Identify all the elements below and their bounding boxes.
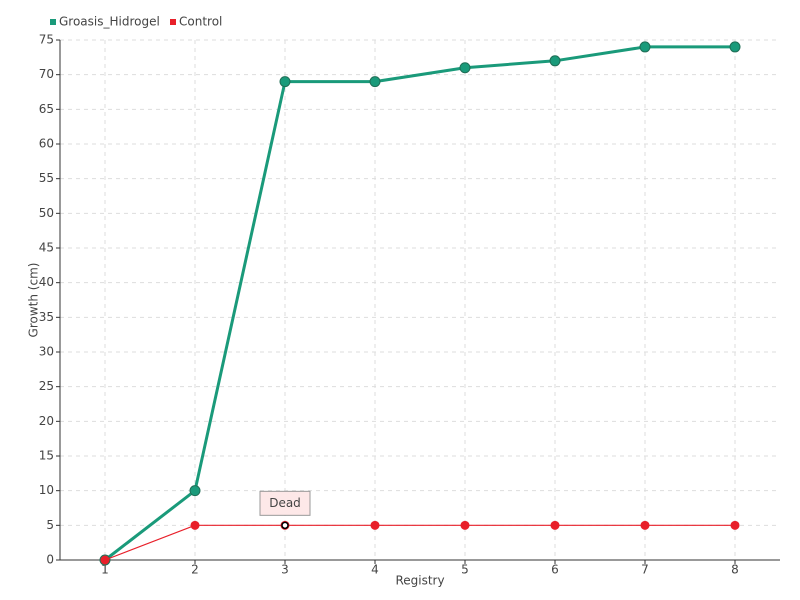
annotation-point — [281, 521, 289, 530]
legend-swatch — [170, 19, 176, 25]
x-tick-label: 2 — [191, 563, 199, 577]
series-line — [104, 45, 735, 562]
y-tick-label: 55 — [39, 171, 54, 185]
y-tick-label: 15 — [39, 449, 54, 463]
data-point — [369, 76, 381, 88]
y-tick-label: 5 — [46, 518, 54, 532]
data-point — [100, 555, 110, 565]
x-tick-label: 8 — [731, 563, 739, 577]
data-point — [730, 520, 740, 530]
x-tick-label: 1 — [101, 563, 109, 577]
x-tick-label: 5 — [461, 563, 469, 577]
data-point — [549, 55, 561, 67]
y-tick-label: 75 — [39, 33, 54, 47]
annotation-text: Dead — [269, 496, 301, 510]
y-tick-label: 10 — [39, 483, 54, 497]
x-tick-label: 7 — [641, 563, 649, 577]
data-point — [279, 76, 291, 88]
legend-label: Control — [179, 15, 222, 29]
data-point — [189, 485, 201, 497]
y-tick-label: 70 — [39, 67, 54, 81]
data-point — [370, 520, 380, 530]
y-tick-label: 65 — [39, 102, 54, 116]
legend-swatch — [50, 19, 56, 25]
legend-label: Groasis_Hidrogel — [59, 15, 160, 29]
y-axis-label: Growth (cm) — [27, 263, 41, 338]
y-tick-label: 60 — [39, 137, 54, 151]
y-tick-label: 50 — [39, 206, 54, 220]
series-line — [104, 524, 735, 561]
data-point — [190, 520, 200, 530]
data-point — [639, 41, 651, 53]
y-tick-label: 20 — [39, 414, 54, 428]
data-point — [460, 520, 470, 530]
y-tick-label: 0 — [46, 553, 54, 567]
y-tick-label: 45 — [39, 241, 54, 255]
x-tick-label: 4 — [371, 563, 379, 577]
x-axis-label: Registry — [395, 574, 444, 588]
y-tick-label: 35 — [39, 310, 54, 324]
x-tick-label: 3 — [281, 563, 289, 577]
data-point — [459, 62, 471, 74]
y-tick-label: 25 — [39, 379, 54, 393]
data-point — [729, 41, 741, 53]
x-tick-label: 6 — [551, 563, 559, 577]
data-point — [550, 520, 560, 530]
annotation-box — [259, 490, 311, 516]
y-tick-label: 40 — [39, 275, 54, 289]
data-point — [640, 520, 650, 530]
y-tick-label: 30 — [39, 345, 54, 359]
